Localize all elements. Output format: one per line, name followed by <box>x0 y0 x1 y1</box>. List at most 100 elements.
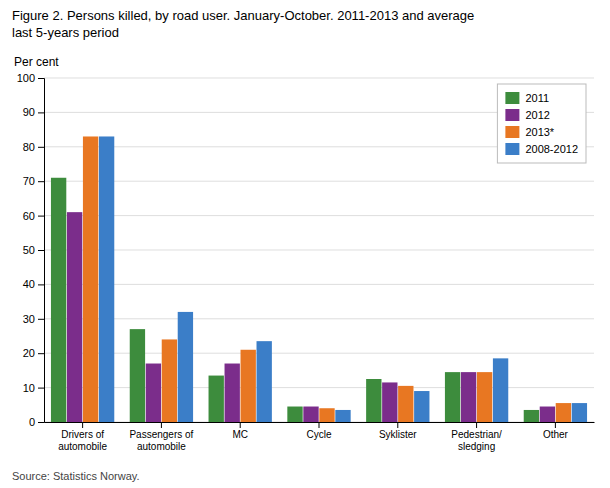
bar <box>572 403 587 422</box>
x-tick-label-line: sledging <box>458 441 495 452</box>
bar <box>209 376 224 422</box>
y-axis-line <box>38 79 45 423</box>
title-line: last 5-years period <box>12 25 119 40</box>
y-tick: 30 <box>23 313 44 325</box>
x-axis: Drivers ofautomobilePassengers ofautomob… <box>45 422 595 452</box>
title: Figure 2. Persons killed, by road user. … <box>12 8 474 40</box>
x-tick: Other <box>543 422 569 440</box>
x-tick-mark <box>476 422 477 428</box>
bar <box>287 407 302 422</box>
y-tick-mark <box>38 250 44 251</box>
grid-line <box>44 318 594 319</box>
y-tick: 10 <box>23 382 44 394</box>
bar-series <box>83 136 571 422</box>
y-tick: 50 <box>23 244 44 256</box>
grid-line <box>44 250 594 251</box>
x-tick-label: Other <box>543 429 569 440</box>
grid-line <box>44 387 594 388</box>
y-axis: 0102030405060708090100 <box>17 72 45 428</box>
bar <box>241 350 256 422</box>
y-tick-mark <box>38 319 44 320</box>
legend-swatch <box>505 143 519 155</box>
x-tick-mark <box>397 422 398 428</box>
bars <box>51 136 587 422</box>
y-tick-label: 10 <box>23 382 35 394</box>
y-tick-mark <box>38 147 44 148</box>
x-tick-label-line: Syklister <box>379 429 417 440</box>
y-tick-mark <box>38 422 44 423</box>
x-tick-label: Passengers ofautomobile <box>129 429 193 452</box>
x-tick-label: Cycle <box>306 429 331 440</box>
y-tick-mark <box>38 353 44 354</box>
bar <box>414 391 429 422</box>
y-tick: 100 <box>17 72 44 84</box>
grid-line <box>44 353 594 354</box>
bar <box>303 407 318 422</box>
y-tick-label: 60 <box>23 210 35 222</box>
bar <box>51 178 66 422</box>
y-tick-label: 30 <box>23 313 35 325</box>
x-tick-label: MC <box>232 429 248 440</box>
legend-label: 2013* <box>525 126 554 138</box>
bar-series <box>67 212 555 422</box>
y-tick: 90 <box>23 106 44 118</box>
x-tick-mark <box>161 422 162 428</box>
x-tick: Syklister <box>379 422 417 440</box>
bar <box>477 372 492 422</box>
title-line: Figure 2. Persons killed, by road user. … <box>12 8 474 23</box>
grid-line <box>44 215 594 216</box>
legend-label: 2011 <box>525 92 549 104</box>
y-tick-label: 90 <box>23 106 35 118</box>
grid <box>44 78 594 422</box>
y-tick-mark <box>38 388 44 389</box>
legend-entry: 2011 <box>505 92 549 104</box>
source: Source: Statistics Norway. <box>12 470 140 482</box>
legend: 2011 2012 2013* 2008-2012 <box>497 84 586 163</box>
y-tick-mark <box>38 181 44 182</box>
legend-entry: 2012 <box>505 109 549 121</box>
y-tick-label: 70 <box>23 175 35 187</box>
y-tick-label: 40 <box>23 278 35 290</box>
chart: Figure 2. Persons killed, by road user. … <box>0 0 610 488</box>
bar <box>461 372 476 422</box>
legend-swatch <box>505 109 519 121</box>
x-tick-label-line: Passengers of <box>129 429 193 440</box>
x-tick-label: Syklister <box>379 429 417 440</box>
bar <box>257 341 272 422</box>
x-tick-label-line: automobile <box>58 441 107 452</box>
bar <box>319 408 334 422</box>
bar <box>335 410 350 422</box>
legend-entry: 2008-2012 <box>505 143 578 155</box>
x-tick-label-line: Other <box>543 429 569 440</box>
x-tick-label-line: Cycle <box>306 429 331 440</box>
y-tick: 70 <box>23 175 44 187</box>
legend-label: 2012 <box>525 109 549 121</box>
x-tick: MC <box>232 422 248 440</box>
y-axis-label: Per cent <box>14 55 59 69</box>
y-tick: 60 <box>23 210 44 222</box>
bar <box>83 136 98 422</box>
x-tick-mark <box>240 422 241 428</box>
bar <box>540 407 555 422</box>
x-tick: Passengers ofautomobile <box>129 422 193 452</box>
y-tick: 80 <box>23 141 44 153</box>
bar <box>524 410 539 422</box>
y-tick: 0 <box>29 416 44 428</box>
bar <box>162 339 177 422</box>
y-tick: 40 <box>23 278 44 290</box>
plot: 0102030405060708090100Drivers ofautomobi… <box>17 72 595 452</box>
x-tick-label-line: Drivers of <box>61 429 104 440</box>
y-tick-mark <box>38 216 44 217</box>
x-tick-mark <box>555 422 556 428</box>
x-tick-mark <box>319 422 320 428</box>
x-tick-label: Drivers ofautomobile <box>58 429 107 452</box>
x-tick-label-line: Pedestrian/ <box>451 429 502 440</box>
bar-series <box>51 178 539 422</box>
legend-entry: 2013* <box>505 126 554 138</box>
bar <box>493 358 508 422</box>
y-tick-mark <box>38 78 44 79</box>
bar-series <box>99 136 587 422</box>
y-tick-mark <box>38 284 44 285</box>
y-tick-label: 50 <box>23 244 35 256</box>
bar <box>366 379 381 422</box>
